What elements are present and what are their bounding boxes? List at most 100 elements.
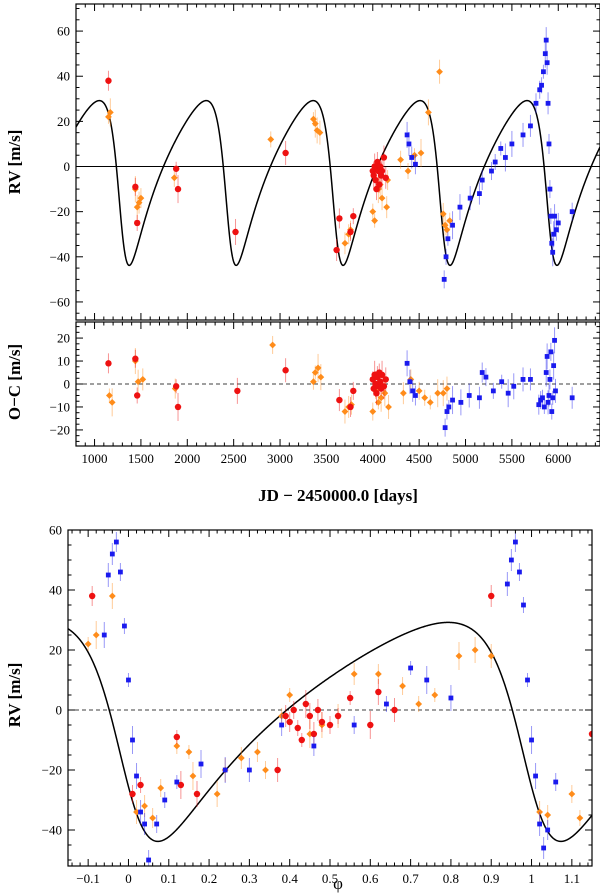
data-point <box>544 60 550 66</box>
x-tick-label: −0.1 <box>76 871 100 886</box>
data-point <box>376 378 384 385</box>
data-point <box>311 743 317 749</box>
data-point <box>525 677 530 683</box>
x-tick-label: 1.1 <box>564 871 580 886</box>
data-point <box>467 195 473 201</box>
data-point <box>134 219 141 227</box>
data-point <box>162 797 168 803</box>
data-point <box>282 149 289 157</box>
data-point <box>410 388 416 394</box>
data-point <box>415 387 423 395</box>
data-point <box>146 857 152 863</box>
data-point <box>441 221 449 229</box>
data-point <box>555 220 561 226</box>
data-point <box>545 399 551 405</box>
data-point <box>105 113 112 121</box>
data-point <box>490 388 496 394</box>
data-point <box>408 665 414 671</box>
data-point <box>173 733 181 741</box>
series-square <box>404 327 575 437</box>
data-point <box>450 222 455 228</box>
x-tick-label: 6000 <box>545 451 571 466</box>
data-point <box>380 383 388 390</box>
y-tick-label: 10 <box>57 354 70 369</box>
data-point <box>105 572 111 578</box>
data-point <box>137 194 145 202</box>
data-point <box>434 389 442 397</box>
data-point <box>369 208 377 216</box>
bottom-ylabel: RV [m/s] <box>5 663 24 728</box>
top-ylabel: RV [m/s] <box>5 130 24 195</box>
data-point <box>336 215 343 222</box>
data-point <box>122 623 127 629</box>
data-point <box>551 231 557 237</box>
data-point <box>310 730 318 738</box>
data-point <box>391 706 398 714</box>
series-circle <box>88 585 592 807</box>
data-point <box>105 360 112 367</box>
data-point <box>274 766 281 774</box>
data-point <box>446 404 452 410</box>
data-point <box>547 186 553 192</box>
data-point <box>443 254 449 260</box>
data-point <box>286 691 294 699</box>
data-point <box>382 376 389 383</box>
data-point <box>380 154 388 161</box>
y-tick-label: 0 <box>56 703 63 718</box>
data-point <box>545 827 551 833</box>
y-tick-label: −20 <box>50 422 70 437</box>
y-tick-label: 20 <box>49 643 62 658</box>
data-point <box>133 808 140 816</box>
model-curve <box>76 99 600 267</box>
data-point <box>425 108 432 116</box>
data-point <box>316 129 324 137</box>
data-point <box>528 377 533 382</box>
data-point <box>442 425 448 431</box>
series-diamond <box>84 583 584 828</box>
data-point <box>569 395 575 401</box>
data-point <box>173 742 181 750</box>
data-point <box>254 748 261 756</box>
data-point <box>371 217 379 225</box>
data-point <box>314 706 322 714</box>
x-tick-label: 0.5 <box>322 871 338 886</box>
data-point <box>311 369 319 376</box>
data-point <box>520 377 526 382</box>
data-point <box>443 385 451 392</box>
data-point <box>149 814 157 822</box>
data-point <box>549 240 555 246</box>
x-tick-label: 1500 <box>128 451 154 466</box>
data-point <box>544 354 550 359</box>
data-point <box>126 677 131 683</box>
y-tick-label: 40 <box>57 69 70 84</box>
data-point <box>552 337 557 343</box>
data-point <box>505 390 511 396</box>
data-point <box>439 210 447 218</box>
data-point <box>381 389 389 397</box>
data-point <box>537 821 542 827</box>
data-point <box>543 370 549 375</box>
data-point <box>446 217 454 225</box>
data-point <box>174 185 182 193</box>
data-point <box>568 790 576 798</box>
data-point <box>185 748 193 756</box>
x-tick-label: 0.7 <box>402 871 419 886</box>
data-point <box>399 389 407 397</box>
data-point <box>133 203 141 211</box>
data-point <box>479 177 485 183</box>
data-point <box>134 392 141 399</box>
data-point <box>246 767 252 773</box>
data-point <box>350 212 357 220</box>
data-point <box>298 736 305 744</box>
data-point <box>445 236 451 242</box>
data-point <box>546 393 552 398</box>
axes-frame <box>67 529 593 867</box>
data-point <box>290 706 297 714</box>
data-point <box>548 213 554 219</box>
data-point <box>92 631 100 639</box>
data-point <box>333 246 340 254</box>
data-point <box>536 808 543 816</box>
data-point <box>105 77 112 84</box>
data-point <box>517 569 522 575</box>
residuals-panel: −20 −10 0 10 20 1000 1500 2000 2500 3000 3500 4000 4… <box>50 321 600 466</box>
